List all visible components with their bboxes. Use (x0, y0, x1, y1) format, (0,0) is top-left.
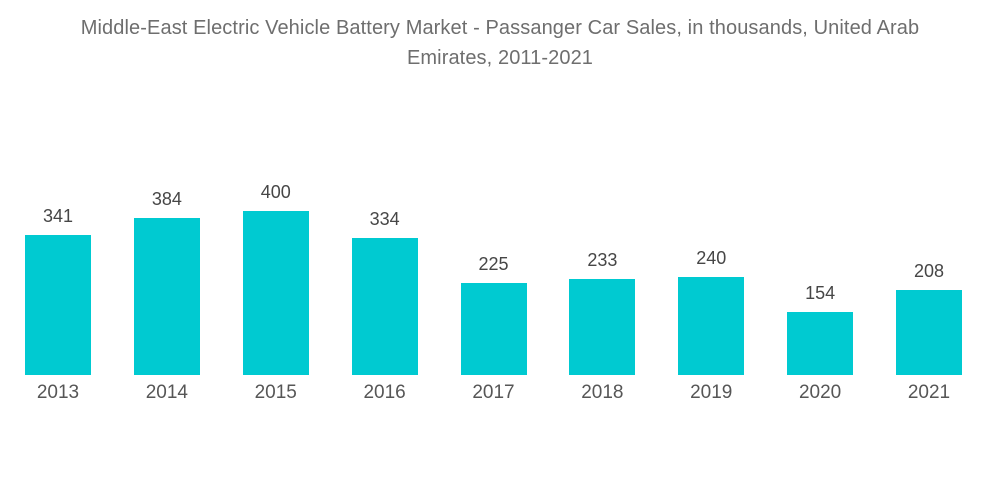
value-label: 334 (369, 209, 400, 230)
chart-title-line-1: Middle-East Electric Vehicle Battery Mar… (80, 17, 920, 39)
bar-column: 154 (787, 0, 854, 375)
x-tick-label: 2019 (690, 382, 733, 403)
bar (133, 217, 200, 375)
value-label: 400 (260, 182, 291, 202)
bar (787, 311, 854, 375)
bar-column: 240 (678, 0, 745, 375)
chart-title-line-2: Emirates, 2011-2021 (406, 47, 594, 69)
value-label: 154 (805, 282, 836, 303)
bar-column: 400 (242, 0, 309, 375)
bar-column: 225 (460, 0, 527, 375)
bar-column: 334 (351, 0, 418, 375)
bar-column: 208 (896, 0, 962, 375)
bar (678, 276, 745, 375)
x-tick-label: 2016 (363, 382, 406, 403)
value-label: 233 (587, 250, 618, 271)
bar (460, 282, 527, 375)
bar (896, 289, 962, 375)
value-label: 208 (913, 260, 945, 281)
x-tick-label: 2017 (472, 382, 515, 403)
bar-column: 233 (569, 0, 636, 375)
value-label: 384 (151, 188, 182, 209)
bar (242, 211, 309, 375)
x-tick-label: 2014 (145, 382, 189, 403)
x-tick-label: 2018 (581, 382, 624, 403)
x-tick-label: 2021 (907, 382, 951, 403)
value-label: 240 (696, 247, 727, 268)
value-label: 225 (478, 253, 509, 274)
bar (351, 238, 418, 375)
x-tick-label: 2020 (798, 382, 842, 403)
bar (569, 279, 636, 375)
bar-column: 341 (25, 0, 91, 375)
x-tick-label: 2015 (254, 382, 297, 403)
x-tick-label: 2013 (36, 382, 80, 403)
bar-column: 384 (133, 0, 200, 375)
chart-title: Middle-East Electric Vehicle Battery Mar… (0, 13, 1000, 73)
value-label: 341 (42, 206, 74, 227)
bar (25, 235, 91, 375)
